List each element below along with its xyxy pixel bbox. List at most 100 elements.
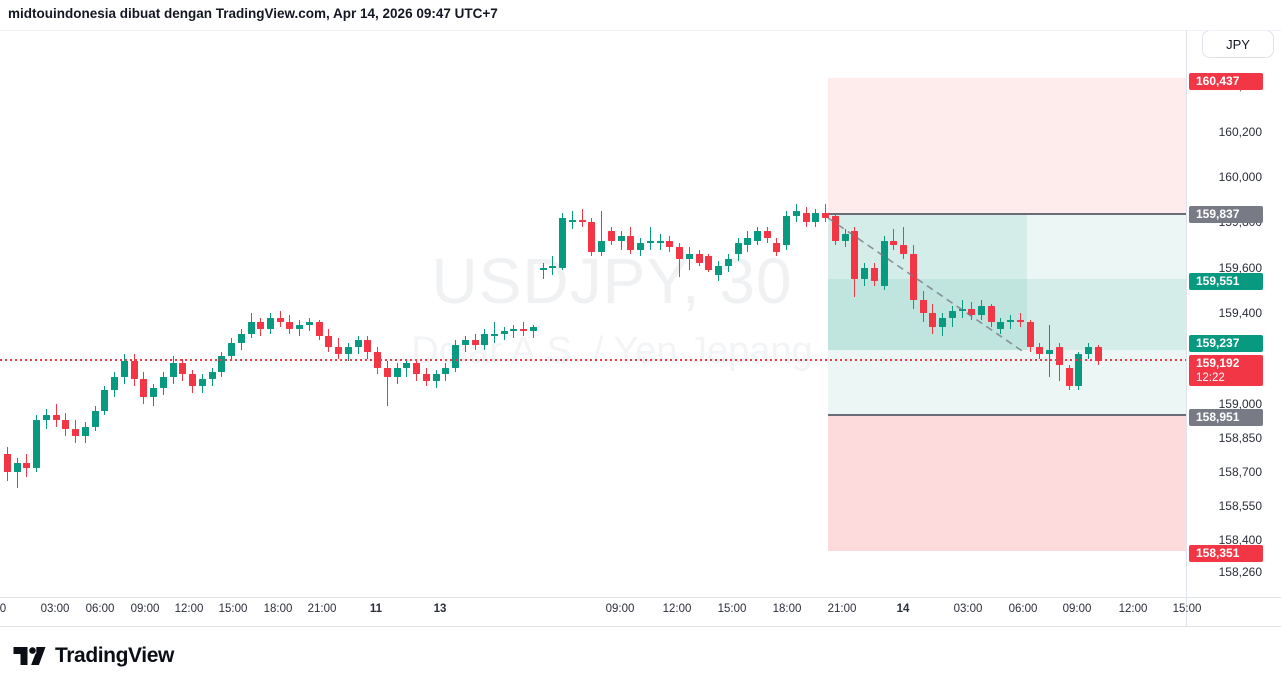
candle-body <box>315 322 323 336</box>
candle-body <box>403 363 411 368</box>
candle-wick <box>649 226 651 250</box>
candle-body <box>189 374 197 386</box>
price-axis-label: 158,260 <box>1218 564 1262 579</box>
candle-body <box>607 231 615 241</box>
candle-body <box>393 367 401 377</box>
candle-body <box>763 231 771 239</box>
candle-body <box>685 254 693 259</box>
candle-body <box>130 360 138 380</box>
time-axis-label: 0 <box>0 603 7 615</box>
candle-body <box>364 340 372 352</box>
candle-body <box>987 306 995 323</box>
price-badge-158351: 158,351 <box>1189 544 1263 562</box>
candle-body <box>442 367 450 375</box>
candle-body <box>997 322 1005 330</box>
candle-body <box>335 347 343 355</box>
pane-top-border <box>0 30 1281 31</box>
currency-unit-button[interactable]: JPY <box>1202 30 1274 58</box>
candle-wick <box>893 229 895 250</box>
position-zone-profit_overlay[interactable] <box>828 278 1186 351</box>
candle-body <box>140 379 148 398</box>
candle-body <box>208 372 216 380</box>
price-axis-label: 159,400 <box>1218 306 1262 321</box>
candle-body <box>286 322 294 330</box>
candle-body <box>753 231 761 241</box>
candle-body <box>23 463 31 468</box>
time-axis-bottom-border <box>0 626 1281 627</box>
time-axis-label: 06:00 <box>1008 603 1038 615</box>
candle-body <box>978 306 985 316</box>
candle-body <box>578 220 586 223</box>
candle-body <box>1026 322 1034 348</box>
candle-body <box>627 236 635 250</box>
candle-body <box>101 390 109 411</box>
time-axis-separator <box>0 597 1281 598</box>
price-axis-label: 160,200 <box>1218 124 1262 139</box>
candle-body <box>900 245 908 255</box>
candle-body <box>676 247 684 259</box>
candle-body <box>481 333 489 345</box>
candle-body <box>1016 320 1024 323</box>
candle-body <box>802 213 810 223</box>
candle-body <box>734 242 742 255</box>
candle-body <box>452 344 460 368</box>
candle-body <box>929 313 937 327</box>
time-axis-label: 15:00 <box>717 603 747 615</box>
candle-wick <box>406 358 408 377</box>
chart-pane[interactable]: USDJPY, 30 Dolar A.S. / Yen Jepang <box>0 30 1186 598</box>
candle-body <box>471 340 479 345</box>
candle-body <box>870 267 878 282</box>
time-axis-label: 03:00 <box>953 603 983 615</box>
candle-body <box>62 419 70 429</box>
position-level-line[interactable] <box>828 213 1186 215</box>
time-axis-label: 06:00 <box>85 603 115 615</box>
candle-body <box>968 308 976 316</box>
candle-body <box>841 233 849 241</box>
candle-body <box>890 240 898 246</box>
candle-wick <box>523 322 525 336</box>
candle-body <box>724 258 732 266</box>
candle-body <box>150 388 158 398</box>
candle-wick <box>601 211 603 257</box>
candle-body <box>617 236 625 241</box>
candle-body <box>422 374 430 382</box>
candle-body <box>72 428 80 436</box>
candle-wick <box>494 322 495 343</box>
time-axis[interactable]: 0 03:00 06:00 09:00 12:00 15:00 18:00 21:00 11 13… <box>0 598 1281 626</box>
candle-wick <box>532 324 534 339</box>
candle-body <box>52 415 60 420</box>
position-zone-loss_top[interactable] <box>828 77 1186 214</box>
candle-body <box>461 340 469 345</box>
candle-body <box>812 213 820 223</box>
position-zone-loss_bottom[interactable] <box>828 415 1186 552</box>
candle-body <box>861 267 869 280</box>
candle-body <box>1094 347 1102 361</box>
price-axis-label: 159,600 <box>1218 260 1262 275</box>
time-axis-label: 18:00 <box>263 603 293 615</box>
candle-wick <box>581 208 583 227</box>
time-axis-label: 09:00 <box>130 603 160 615</box>
candle-body <box>646 240 654 243</box>
candle-wick <box>620 231 622 250</box>
price-axis-label: 160,000 <box>1218 170 1262 184</box>
position-level-line[interactable] <box>828 414 1186 417</box>
candle-wick <box>688 247 690 271</box>
candle-body <box>228 342 236 357</box>
time-axis-label: 09:00 <box>1062 603 1092 615</box>
candle-body <box>773 242 781 252</box>
candle-wick <box>542 263 544 280</box>
price-axis[interactable]: 160,400160,200160,000159,800159,600159,4… <box>1187 30 1281 598</box>
watermark-description: Dolar A.S. / Yen Jepang <box>411 330 813 372</box>
time-axis-label: 15:00 <box>1172 603 1202 615</box>
candle-body <box>120 360 128 377</box>
candle-body <box>1046 349 1054 355</box>
price-badge-value: 160,437 <box>1196 74 1240 89</box>
candle-body <box>783 215 791 246</box>
price-badge-value: 159,192 <box>1196 355 1240 370</box>
candle-body <box>432 374 440 382</box>
candle-body <box>500 331 508 334</box>
price-badge-159837: 159,837 <box>1189 205 1263 223</box>
candle-body <box>491 333 498 336</box>
tradingview-logo[interactable]: TradingView <box>13 644 174 668</box>
